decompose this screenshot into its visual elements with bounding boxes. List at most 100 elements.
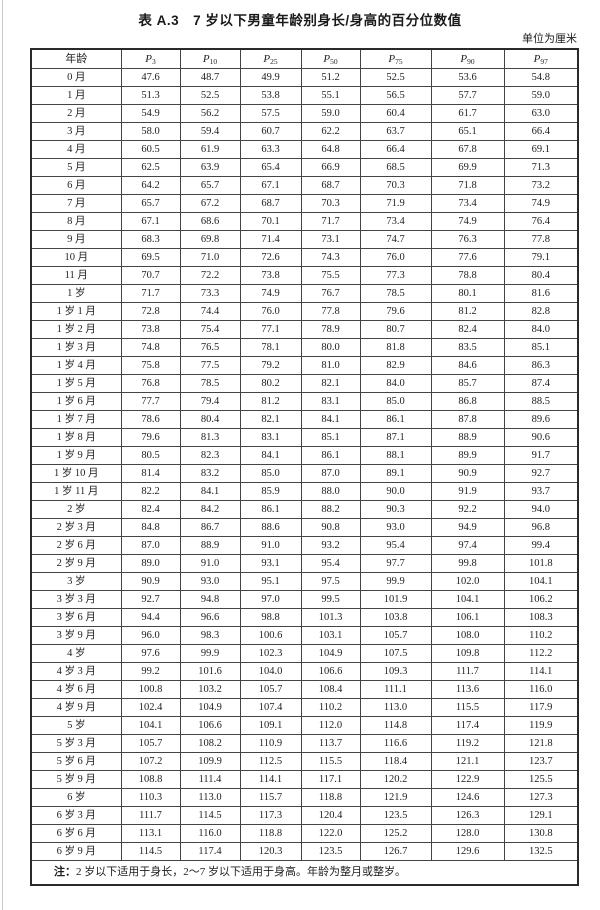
age-cell: 5 岁 9 月 — [30, 770, 122, 789]
age-cell: 1 月 — [30, 86, 122, 105]
value-cell: 92.7 — [503, 464, 579, 483]
value-cell: 79.1 — [503, 248, 579, 267]
value-cell: 73.1 — [300, 230, 361, 249]
value-cell: 77.1 — [239, 320, 302, 339]
value-cell: 71.0 — [179, 248, 241, 267]
value-cell: 98.8 — [239, 608, 302, 627]
value-cell: 93.1 — [239, 554, 302, 573]
age-cell: 9 月 — [30, 230, 122, 249]
table-title: 表 A.3 7 岁以下男童年龄别身长/身高的百分位数值 — [138, 13, 462, 28]
value-cell: 52.5 — [179, 86, 241, 105]
col-header-p90: P90 — [430, 48, 505, 69]
value-cell: 117.4 — [430, 716, 505, 735]
value-cell: 119.9 — [503, 716, 579, 735]
value-cell: 124.6 — [430, 788, 505, 807]
age-cell: 1 岁 8 月 — [30, 428, 122, 447]
age-cell: 1 岁 3 月 — [30, 338, 122, 357]
value-cell: 93.0 — [179, 572, 241, 591]
value-cell: 71.7 — [300, 212, 361, 231]
value-cell: 74.9 — [503, 194, 579, 213]
table-row: 10 月 69.5 71.0 72.6 74.3 76.0 77.6 79.1 — [30, 248, 579, 267]
value-cell: 83.5 — [430, 338, 505, 357]
value-cell: 70.1 — [239, 212, 302, 231]
col-header-p10: P10 — [179, 48, 241, 69]
age-cell: 2 岁 9 月 — [30, 554, 122, 573]
age-cell: 5 岁 — [30, 716, 122, 735]
percentile-table: 年龄 P3 P10 P25 P50 P75 P90 P97 0 月 47.6 48.7 49.9 51… — [30, 48, 579, 886]
value-cell: 93.7 — [503, 482, 579, 501]
value-cell: 114.1 — [503, 662, 579, 681]
value-cell: 107.5 — [359, 644, 432, 663]
value-cell: 82.1 — [300, 374, 361, 393]
table-row: 11 月 70.7 72.2 73.8 75.5 77.3 78.8 80.4 — [30, 266, 579, 285]
value-cell: 80.1 — [430, 284, 505, 303]
value-cell: 70.3 — [359, 176, 432, 195]
age-cell: 4 岁 3 月 — [30, 662, 122, 681]
value-cell: 63.9 — [179, 158, 241, 177]
value-cell: 62.2 — [300, 122, 361, 141]
value-cell: 73.3 — [179, 284, 241, 303]
value-cell: 86.1 — [359, 410, 432, 429]
value-cell: 76.0 — [359, 248, 432, 267]
value-cell: 129.6 — [430, 842, 505, 861]
value-cell: 108.8 — [120, 770, 181, 789]
value-cell: 109.3 — [359, 662, 432, 681]
table-row: 3 岁 6 月 94.4 96.6 98.8 101.3 103.8 106.1 108.3 — [30, 608, 579, 627]
value-cell: 117.4 — [179, 842, 241, 861]
value-cell: 87.4 — [503, 374, 579, 393]
value-cell: 86.8 — [430, 392, 505, 411]
value-cell: 65.4 — [239, 158, 302, 177]
value-cell: 69.1 — [503, 140, 579, 159]
age-cell: 1 岁 10 月 — [30, 464, 122, 483]
value-cell: 79.6 — [359, 302, 432, 321]
value-cell: 99.9 — [359, 572, 432, 591]
value-cell: 77.7 — [120, 392, 181, 411]
value-cell: 88.1 — [359, 446, 432, 465]
value-cell: 85.7 — [430, 374, 505, 393]
value-cell: 109.9 — [179, 752, 241, 771]
table-row: 4 岁 9 月 102.4 104.9 107.4 110.2 113.0 115.5 117… — [30, 698, 579, 717]
value-cell: 96.0 — [120, 626, 181, 645]
value-cell: 78.8 — [430, 266, 505, 285]
value-cell: 67.1 — [239, 176, 302, 195]
value-cell: 94.0 — [503, 500, 579, 519]
table-row: 3 岁 9 月 96.0 98.3 100.6 103.1 105.7 108.0 110.2 — [30, 626, 579, 645]
value-cell: 84.0 — [503, 320, 579, 339]
value-cell: 74.9 — [239, 284, 302, 303]
age-cell: 4 岁 9 月 — [30, 698, 122, 717]
value-cell: 79.4 — [179, 392, 241, 411]
value-cell: 77.3 — [359, 266, 432, 285]
table-row: 1 岁 3 月 74.8 76.5 78.1 80.0 81.8 83.5 85.1 — [30, 338, 579, 357]
value-cell: 111.1 — [359, 680, 432, 699]
value-cell: 63.0 — [503, 104, 579, 123]
table-row: 3 月 58.0 59.4 60.7 62.2 63.7 65.1 66.4 — [30, 122, 579, 141]
value-cell: 94.8 — [179, 590, 241, 609]
age-cell: 6 月 — [30, 176, 122, 195]
value-cell: 123.7 — [503, 752, 579, 771]
value-cell: 95.4 — [300, 554, 361, 573]
table-row: 8 月 67.1 68.6 70.1 71.7 73.4 74.9 76.4 — [30, 212, 579, 231]
value-cell: 104.1 — [430, 590, 505, 609]
value-cell: 113.7 — [300, 734, 361, 753]
value-cell: 105.7 — [359, 626, 432, 645]
value-cell: 97.4 — [430, 536, 505, 555]
value-cell: 118.4 — [359, 752, 432, 771]
value-cell: 78.9 — [300, 320, 361, 339]
value-cell: 99.2 — [120, 662, 181, 681]
col-header-p75: P75 — [359, 48, 432, 69]
value-cell: 99.5 — [300, 590, 361, 609]
table-row: 3 岁 3 月 92.7 94.8 97.0 99.5 101.9 104.1 106.2 — [30, 590, 579, 609]
value-cell: 114.1 — [239, 770, 302, 789]
value-cell: 77.5 — [179, 356, 241, 375]
value-cell: 76.0 — [239, 302, 302, 321]
value-cell: 121.1 — [430, 752, 505, 771]
table-row: 2 岁 6 月 87.0 88.9 91.0 93.2 95.4 97.4 99.4 — [30, 536, 579, 555]
value-cell: 112.0 — [300, 716, 361, 735]
age-cell: 6 岁 — [30, 788, 122, 807]
value-cell: 102.4 — [120, 698, 181, 717]
table-row: 9 月 68.3 69.8 71.4 73.1 74.7 76.3 77.8 — [30, 230, 579, 249]
value-cell: 51.2 — [300, 68, 361, 87]
value-cell: 101.9 — [359, 590, 432, 609]
value-cell: 76.8 — [120, 374, 181, 393]
table-row: 0 月 47.6 48.7 49.9 51.2 52.5 53.6 54.8 — [30, 68, 579, 87]
